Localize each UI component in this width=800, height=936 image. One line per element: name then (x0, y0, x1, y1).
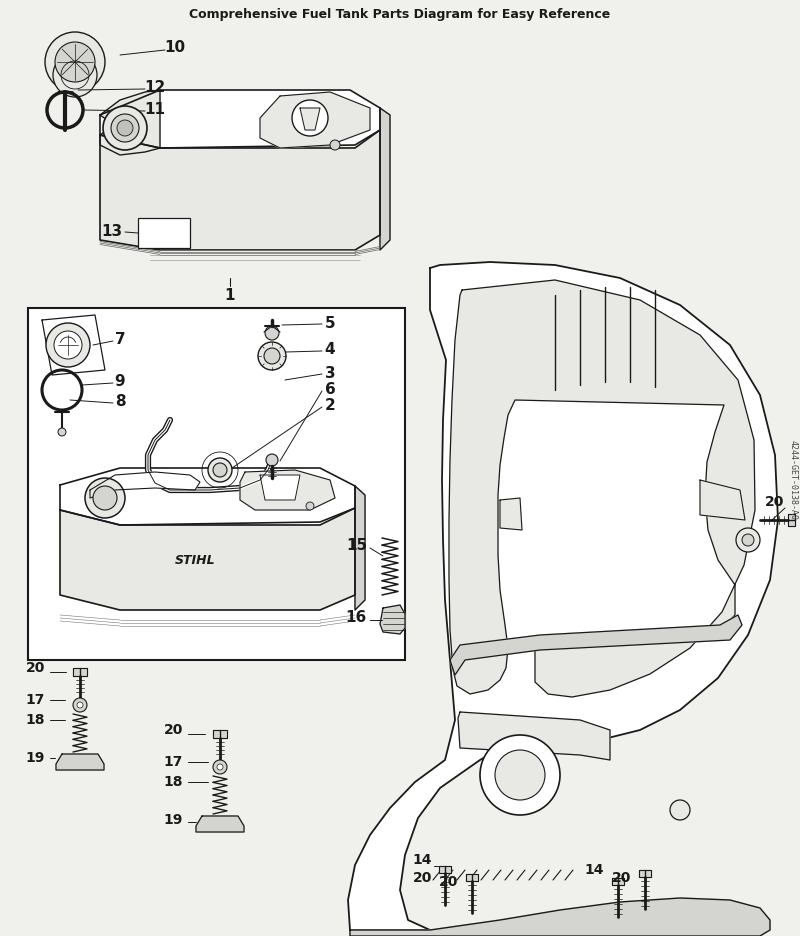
Polygon shape (439, 866, 451, 873)
Text: 2: 2 (325, 399, 335, 414)
Circle shape (217, 764, 223, 770)
Text: 11: 11 (145, 103, 166, 118)
Polygon shape (196, 816, 244, 832)
Circle shape (736, 528, 760, 552)
Text: 18: 18 (163, 775, 183, 789)
Text: 7: 7 (114, 332, 126, 347)
Circle shape (266, 454, 278, 466)
Polygon shape (449, 280, 755, 697)
Polygon shape (100, 90, 160, 155)
Circle shape (264, 348, 280, 364)
Text: 19: 19 (164, 813, 183, 827)
Circle shape (54, 331, 82, 359)
Text: 12: 12 (144, 80, 166, 95)
Text: 13: 13 (102, 225, 122, 240)
Polygon shape (260, 92, 370, 148)
Text: 10: 10 (165, 40, 186, 55)
Polygon shape (380, 605, 405, 634)
Circle shape (292, 100, 328, 136)
Polygon shape (100, 90, 380, 148)
Polygon shape (788, 514, 795, 526)
Polygon shape (90, 472, 200, 498)
Bar (138, 218, 190, 248)
Circle shape (73, 698, 87, 712)
Polygon shape (355, 486, 365, 610)
Polygon shape (639, 870, 651, 877)
Text: 15: 15 (346, 538, 367, 553)
Text: 9: 9 (114, 374, 126, 389)
Text: 17: 17 (164, 755, 183, 769)
Text: 20: 20 (612, 871, 631, 885)
Polygon shape (60, 468, 355, 525)
Text: 6: 6 (325, 383, 335, 398)
Polygon shape (56, 754, 104, 770)
Text: 20: 20 (164, 723, 183, 737)
Polygon shape (260, 475, 300, 500)
Text: 4244-GET-0138-A0: 4244-GET-0138-A0 (789, 440, 798, 520)
Circle shape (103, 106, 147, 150)
Circle shape (213, 760, 227, 774)
Text: 14: 14 (585, 863, 604, 877)
Circle shape (495, 750, 545, 800)
Text: 20: 20 (438, 875, 458, 889)
Text: STIHL: STIHL (174, 553, 215, 566)
Polygon shape (100, 130, 380, 250)
Circle shape (58, 428, 66, 436)
Text: 20: 20 (413, 871, 432, 885)
Circle shape (330, 140, 340, 150)
Polygon shape (348, 262, 778, 930)
Text: 4: 4 (325, 343, 335, 358)
Text: 8: 8 (114, 394, 126, 409)
Circle shape (306, 502, 314, 510)
Text: 16: 16 (346, 610, 367, 625)
Text: Comprehensive Fuel Tank Parts Diagram for Easy Reference: Comprehensive Fuel Tank Parts Diagram fo… (190, 8, 610, 21)
Circle shape (265, 326, 279, 340)
Circle shape (77, 702, 83, 708)
Polygon shape (350, 898, 770, 936)
Circle shape (45, 32, 105, 92)
Circle shape (117, 120, 133, 136)
Polygon shape (466, 874, 478, 881)
Polygon shape (300, 108, 320, 130)
Circle shape (53, 53, 97, 97)
Text: 18: 18 (26, 713, 45, 727)
Circle shape (742, 534, 754, 546)
Circle shape (55, 42, 95, 82)
Circle shape (85, 478, 125, 518)
Circle shape (213, 463, 227, 477)
Polygon shape (500, 498, 522, 530)
Polygon shape (60, 508, 355, 610)
Circle shape (670, 800, 690, 820)
Polygon shape (380, 108, 390, 250)
Polygon shape (240, 470, 335, 510)
Polygon shape (73, 668, 87, 676)
Text: 3: 3 (325, 365, 335, 381)
Polygon shape (612, 878, 624, 885)
Circle shape (93, 486, 117, 510)
Circle shape (208, 458, 232, 482)
Bar (28, 308, 405, 660)
Circle shape (258, 342, 286, 370)
Text: 17: 17 (26, 693, 45, 707)
Polygon shape (450, 615, 742, 675)
Text: 14: 14 (413, 853, 432, 867)
Polygon shape (700, 480, 745, 520)
Circle shape (111, 114, 139, 142)
Circle shape (480, 735, 560, 815)
Circle shape (46, 323, 90, 367)
Text: 1: 1 (225, 287, 235, 302)
Polygon shape (458, 712, 610, 760)
Text: 5: 5 (325, 315, 335, 330)
Polygon shape (42, 315, 105, 375)
Text: 20: 20 (26, 661, 45, 675)
Polygon shape (213, 730, 227, 738)
Text: 19: 19 (26, 751, 45, 765)
Text: 20: 20 (765, 495, 784, 509)
